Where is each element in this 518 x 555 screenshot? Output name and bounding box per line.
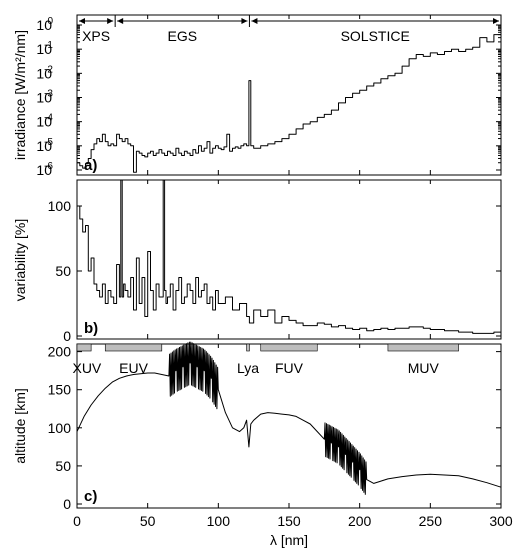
x-tick-label: 0 bbox=[73, 513, 81, 529]
arrow-head bbox=[251, 18, 258, 24]
y-tick-label: 0 bbox=[63, 328, 71, 344]
x-tick-label: 150 bbox=[277, 513, 301, 529]
panel-c-label: c) bbox=[84, 488, 97, 505]
variability-curve bbox=[77, 179, 502, 334]
y-tick-label: 50 bbox=[55, 458, 71, 474]
arrow-head bbox=[107, 18, 114, 24]
y-tick-label: 50 bbox=[55, 263, 71, 279]
band-label: XUV bbox=[72, 360, 101, 376]
y-tick-label: 10-2 bbox=[36, 64, 53, 81]
y-tick-label: 10-6 bbox=[36, 161, 53, 178]
x-axis-label: λ [nm] bbox=[270, 532, 308, 548]
panel-c-x-ticks: 0 50 100 150 200 250 300 bbox=[73, 15, 513, 529]
panel-a-label: a) bbox=[84, 157, 97, 174]
y-tick-label: 100 bbox=[48, 420, 72, 436]
band-label: EUV bbox=[119, 360, 148, 376]
altitude-curve bbox=[76, 341, 502, 495]
arrow-head bbox=[493, 18, 499, 24]
instrument-label: EGS bbox=[168, 28, 198, 44]
panel-a-y-ticks: 10-6 10-5 10-4 10-3 10-2 10-1 100 bbox=[36, 16, 501, 178]
band-bar bbox=[104, 343, 163, 352]
band-label: Lya bbox=[237, 360, 259, 376]
x-tick-label: 100 bbox=[207, 513, 231, 529]
y-tick-label: 10-5 bbox=[36, 137, 53, 154]
y-tick-label: 0 bbox=[63, 496, 71, 512]
arrow-head bbox=[117, 18, 124, 24]
band-label: MUV bbox=[408, 360, 440, 376]
instrument-label: SOLSTICE bbox=[341, 28, 410, 44]
band-label: FUV bbox=[275, 360, 304, 376]
panel-c-y-ticks: 0 50 100 150 200 bbox=[48, 344, 501, 512]
y-tick-label: 10-1 bbox=[36, 40, 53, 57]
y-tick-label: 100 bbox=[48, 198, 72, 214]
panel-a-y-axis-label: irradiance [W/m²/nm] bbox=[12, 30, 28, 160]
panel-b: 0 50 100 b) variability [%] bbox=[12, 179, 502, 344]
panel-c: 0 50 100 150 200 0 50 100 150 200 250 300 XUV EUV Ly… bbox=[12, 15, 513, 548]
irradiance-curve bbox=[77, 32, 502, 173]
instrument-label: XPS bbox=[82, 28, 110, 44]
y-tick-label: 200 bbox=[48, 344, 72, 360]
x-tick-label: 50 bbox=[140, 513, 156, 529]
panel-c-y-axis-label: altitude [km] bbox=[12, 388, 28, 463]
band-bar bbox=[387, 343, 459, 352]
instrument-ranges: XPS EGS SOLSTICE bbox=[79, 15, 499, 44]
panel-a: 10-6 10-5 10-4 10-3 10-2 10-1 100 XPS EGS SOLSTI… bbox=[12, 14, 502, 178]
y-tick-label: 10-4 bbox=[36, 113, 53, 130]
y-tick-label: 150 bbox=[48, 382, 72, 398]
panel-a-frame bbox=[76, 14, 502, 176]
band-bar bbox=[246, 343, 250, 352]
panel-b-frame bbox=[76, 179, 502, 340]
panel-b-label: b) bbox=[84, 320, 98, 337]
spectral-bands: XUV EUV Lya FUV MUV bbox=[72, 343, 459, 376]
band-bar bbox=[76, 343, 92, 352]
arrow-head bbox=[241, 18, 248, 24]
x-tick-label: 250 bbox=[419, 513, 443, 529]
y-tick-label: 100 bbox=[36, 16, 53, 33]
band-bar bbox=[260, 343, 318, 352]
x-tick-label: 300 bbox=[489, 513, 513, 529]
y-tick-label: 10-3 bbox=[36, 89, 53, 106]
x-tick-label: 200 bbox=[348, 513, 372, 529]
panel-b-y-axis-label: variability [%] bbox=[12, 219, 28, 301]
panel-b-y-ticks: 0 50 100 bbox=[48, 198, 501, 344]
arrow-head bbox=[79, 18, 85, 24]
